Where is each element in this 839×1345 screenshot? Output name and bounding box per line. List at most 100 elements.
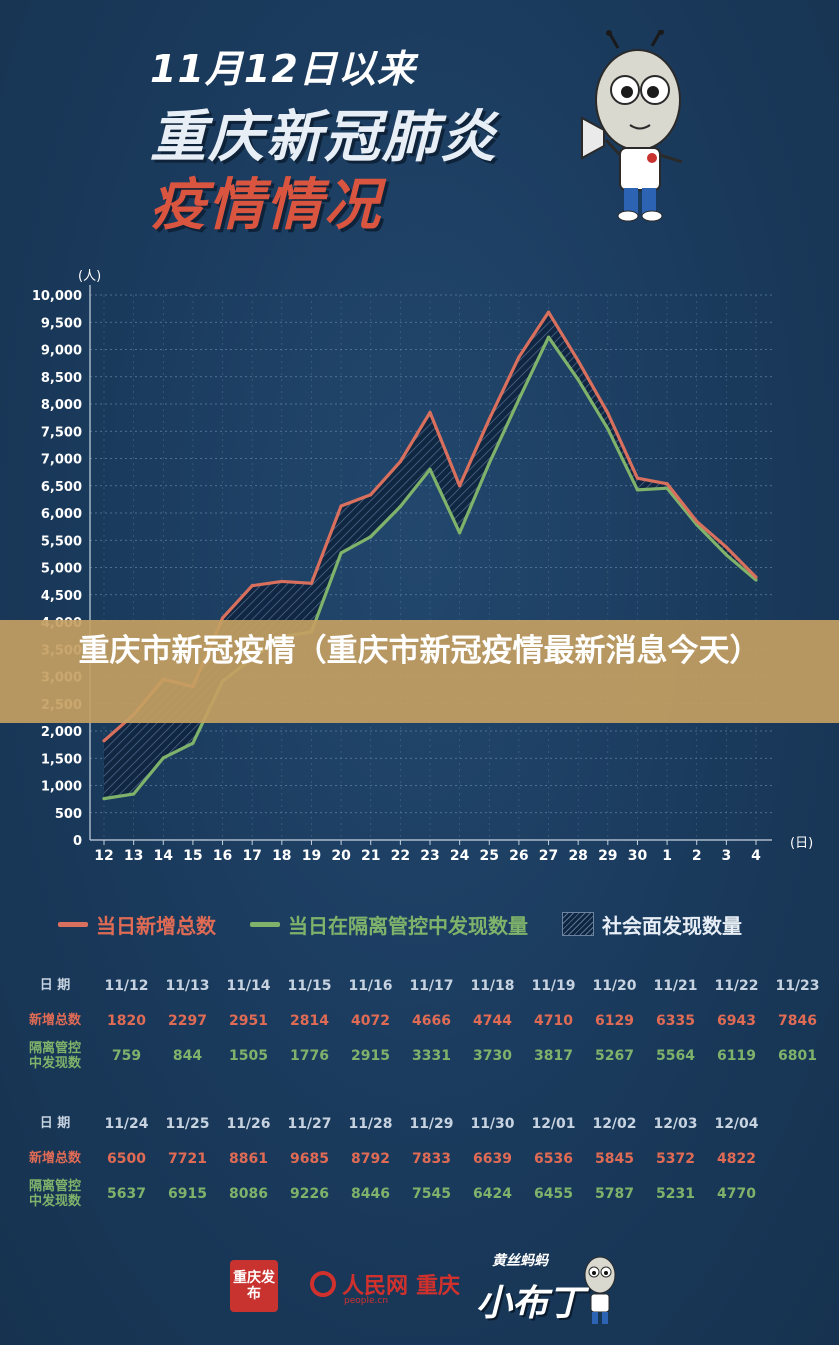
table-cell-iso: 759: [111, 1047, 142, 1064]
x-tick-label: 14: [154, 848, 174, 860]
y-axis-unit: (人): [78, 269, 101, 284]
series-1-point: [517, 397, 521, 401]
series-0-point: [635, 476, 640, 480]
table-row-dates: 日 期 11/24 11/25 11/26 11/27 11/28 11/29 11/30 1…: [14, 1106, 834, 1141]
row-label-iso: 隔离管控 中发现数: [14, 1041, 96, 1071]
table-cell-date: 11/30: [470, 1115, 515, 1132]
y-tick-label: 7,500: [41, 425, 82, 440]
y-tick-label: 9,500: [41, 316, 82, 331]
table-cell-iso: 6119: [717, 1047, 756, 1064]
series-1-point: [546, 335, 551, 339]
series-0-point: [250, 584, 254, 588]
legend-swatch-community: [562, 912, 594, 936]
x-tick-label: 20: [331, 848, 351, 860]
y-tick-label: 8,000: [41, 398, 82, 413]
series-1-point: [665, 486, 669, 490]
series-1-point: [191, 741, 195, 745]
table-cell-date: 11/17: [409, 977, 454, 994]
people-cn-name: 人民网: [342, 1274, 409, 1299]
table-cell-new: 4822: [717, 1150, 756, 1167]
series-1-point: [606, 427, 610, 431]
data-table-1: 日 期 11/12 11/13 11/14 11/15 11/16 11/17 11/18 1…: [14, 968, 834, 1073]
series-0-point: [517, 355, 521, 359]
table-cell-date: 12/03: [653, 1115, 698, 1132]
series-0-point: [754, 575, 758, 579]
series-0-point: [369, 493, 373, 497]
table-cell-date: 11/13: [165, 977, 210, 994]
series-0-point: [220, 616, 225, 620]
xiaobuding-top-text: 黄丝蚂蚂: [492, 1253, 548, 1269]
series-1-point: [635, 488, 640, 492]
iso-cells: 5637 6915 8086 9226 8446 7545 6424 6455 5787 5231…: [96, 1186, 767, 1202]
series-1-point: [754, 578, 758, 582]
series-0-point: [724, 545, 728, 549]
y-tick-label: 2,000: [41, 725, 82, 740]
line-chart: 05001,0001,5002,0002,5003,0003,5004,0004…: [32, 269, 813, 860]
series-0-point: [576, 359, 580, 363]
y-tick-label: 10,000: [32, 289, 82, 304]
table-cell-date: 11/18: [470, 977, 515, 994]
chongqing-release-logo: 重庆发布: [230, 1260, 278, 1312]
footer-logos: 重庆发布 人民网 重庆 people.cn 黄丝蚂蚂 小布丁: [0, 1240, 839, 1340]
series-0-point: [695, 519, 699, 524]
table-cell-new: 7721: [168, 1150, 207, 1167]
y-tick-label: 8,500: [41, 371, 82, 386]
table-cell-iso: 3730: [473, 1047, 512, 1064]
legend-item-isolation: 当日在隔离管控中发现数量: [250, 910, 528, 939]
y-tick-label: 6,500: [41, 480, 82, 495]
table-cell-date: 12/01: [531, 1115, 576, 1132]
table-cell-iso: 5637: [107, 1185, 146, 1202]
table-cell-iso: 7545: [412, 1185, 451, 1202]
people-cn-city: 重庆: [416, 1274, 461, 1299]
series-0-point: [309, 581, 314, 585]
table-cell-new: 7846: [778, 1012, 817, 1029]
table-cell-new: 6335: [656, 1012, 695, 1029]
table-cell-date: 11/25: [165, 1115, 210, 1132]
series-0-point: [102, 739, 106, 743]
table-cell-iso: 9226: [290, 1185, 329, 1202]
table-cell-iso: 3331: [412, 1047, 451, 1064]
table-cell-iso: 5564: [656, 1047, 695, 1064]
series-0-point: [487, 417, 491, 421]
table-cell-new: 4710: [534, 1012, 573, 1029]
table-row-dates: 日 期 11/12 11/13 11/14 11/15 11/16 11/17 11/18 1…: [14, 968, 834, 1003]
row-label-iso-line2: 中发现数: [28, 1193, 81, 1209]
table-cell-new: 8792: [351, 1150, 390, 1167]
table-cell-iso: 8446: [351, 1185, 390, 1202]
y-tick-label: 6,000: [41, 507, 82, 522]
x-tick-label: 21: [361, 848, 380, 860]
series-0-point: [398, 460, 402, 464]
table-cell-new: 6129: [595, 1012, 634, 1029]
table-cell-new: 2814: [290, 1012, 329, 1029]
table-cell-new: 6943: [717, 1012, 756, 1029]
table-cell-iso: 6915: [168, 1185, 207, 1202]
table-cell-date: 11/19: [531, 977, 576, 994]
table-cell-iso: 5267: [595, 1047, 634, 1064]
row-label-date: 日 期: [39, 978, 71, 993]
table-cell-new: 9685: [290, 1150, 329, 1167]
x-tick-label: 28: [568, 848, 587, 860]
x-tick-label: 19: [302, 848, 321, 860]
people-cn-ring-icon: [310, 1271, 336, 1297]
table-cell-new: 6500: [107, 1150, 146, 1167]
series-0-point: [428, 410, 432, 414]
table-cell-date: 11/24: [104, 1115, 149, 1132]
y-tick-label: 1,000: [41, 780, 82, 795]
table-cell-date: 11/15: [287, 977, 332, 994]
table-cell-iso: 4770: [717, 1185, 756, 1202]
table-cell-new: 6639: [473, 1150, 512, 1167]
table-cell-iso: 6424: [473, 1185, 512, 1202]
legend-swatch-isolation: [250, 921, 280, 927]
legend-item-community: 社会面发现数量: [562, 910, 742, 939]
community-area: [104, 312, 756, 799]
legend-label-new-total: 当日新增总数: [96, 913, 216, 938]
mascot-illustration: [581, 30, 683, 222]
table-cell-iso: 1776: [290, 1047, 329, 1064]
mascot-small-icon: [584, 1256, 616, 1324]
table-cell-new: 2297: [168, 1012, 207, 1029]
data-table-2: 日 期 11/24 11/25 11/26 11/27 11/28 11/29 11/30 1…: [14, 1106, 834, 1211]
legend-label-community: 社会面发现数量: [602, 913, 742, 938]
table-cell-date: 11/14: [226, 977, 271, 994]
table-row-new: 新增总数 1820 2297 2951 2814 4072 4666 4744 4710 612…: [14, 1003, 834, 1038]
table-cell-new: 5845: [595, 1150, 634, 1167]
